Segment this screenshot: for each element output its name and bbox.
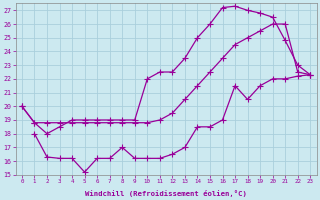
X-axis label: Windchill (Refroidissement éolien,°C): Windchill (Refroidissement éolien,°C): [85, 190, 247, 197]
